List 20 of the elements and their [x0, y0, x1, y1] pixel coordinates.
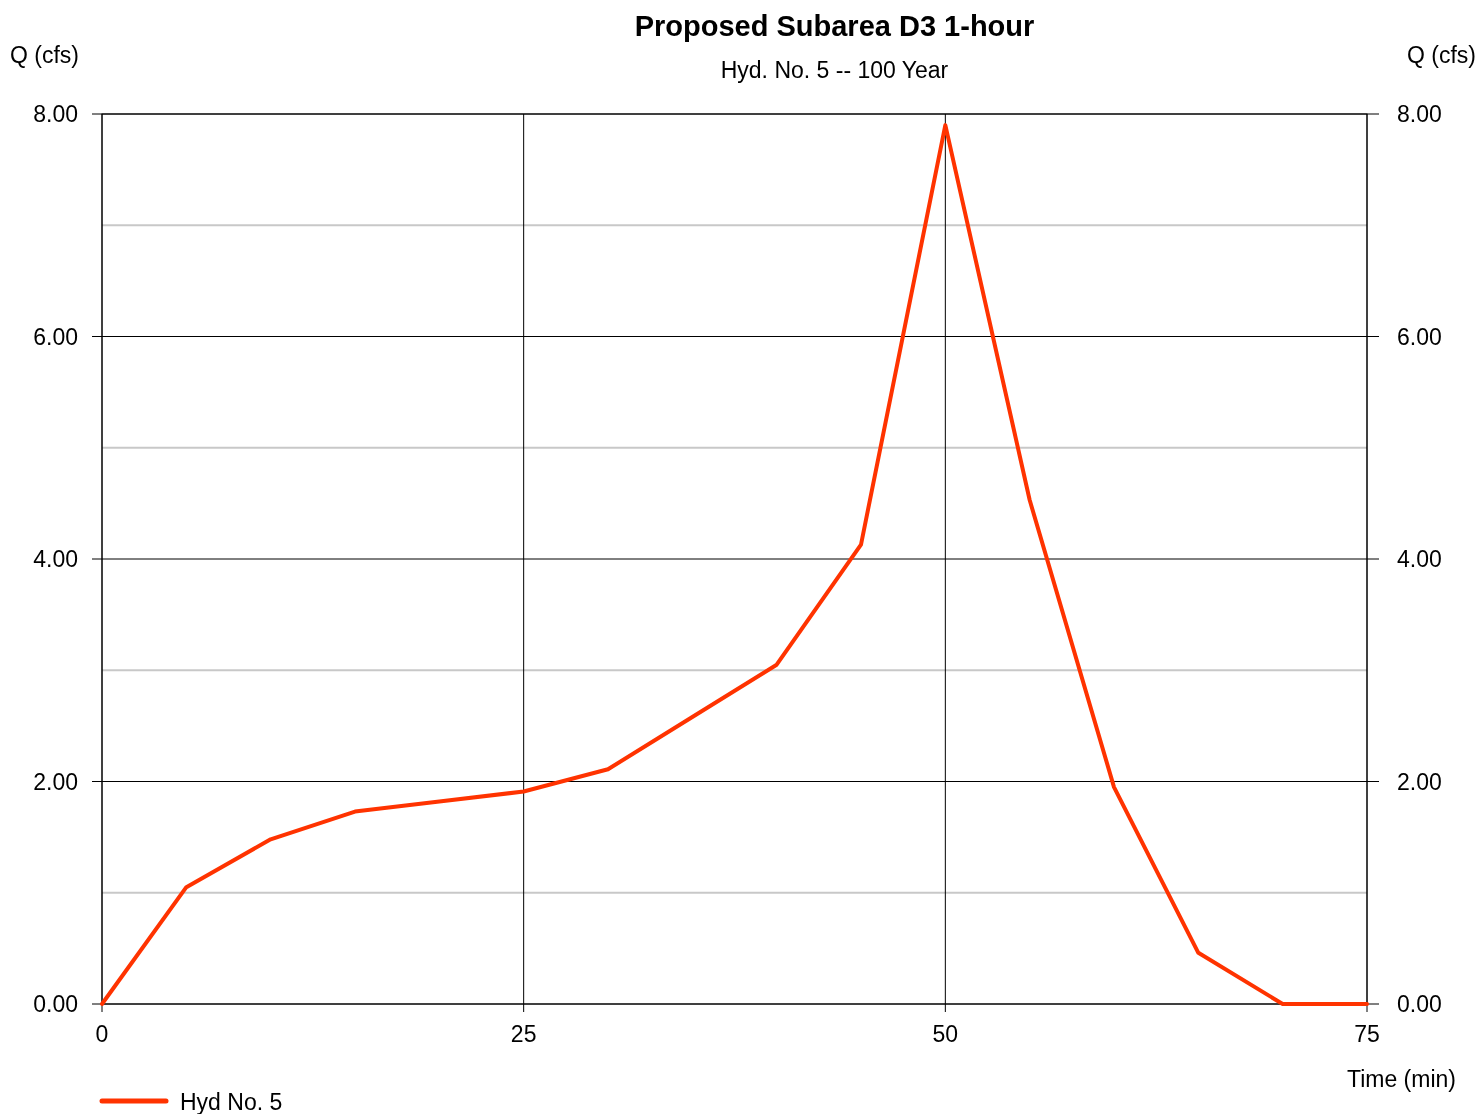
y-tick-label: 4.00 [33, 546, 78, 572]
y2-tick-label: 4.00 [1397, 546, 1442, 572]
x-tick-label: 25 [510, 1021, 537, 1047]
x-tick-label: 0 [95, 1021, 109, 1047]
y-axis-title: Q (cfs) [10, 42, 79, 68]
chart-title: Proposed Subarea D3 1-hour [634, 10, 1035, 42]
y2-tick-label: 6.00 [1397, 323, 1442, 350]
chart-subtitle: Hyd. No. 5 -- 100 Year [720, 57, 949, 83]
x-tick-label: 50 [932, 1021, 959, 1047]
y2-tick-label: 0.00 [1397, 991, 1442, 1017]
y-tick-label: 2.00 [33, 768, 78, 795]
legend-label: Hyd No. 5 [180, 1089, 283, 1114]
x-axis-title: Time (min) [1346, 1066, 1456, 1092]
y-tick-label: 0.00 [33, 991, 78, 1017]
y2-axis-title: Q (cfs) [1407, 42, 1476, 68]
y2-tick-label: 8.00 [1397, 101, 1442, 127]
y-tick-label: 8.00 [33, 101, 78, 127]
x-tick-label: 75 [1354, 1021, 1380, 1047]
y-tick-label: 6.00 [33, 323, 78, 350]
y2-tick-label: 2.00 [1397, 768, 1442, 795]
